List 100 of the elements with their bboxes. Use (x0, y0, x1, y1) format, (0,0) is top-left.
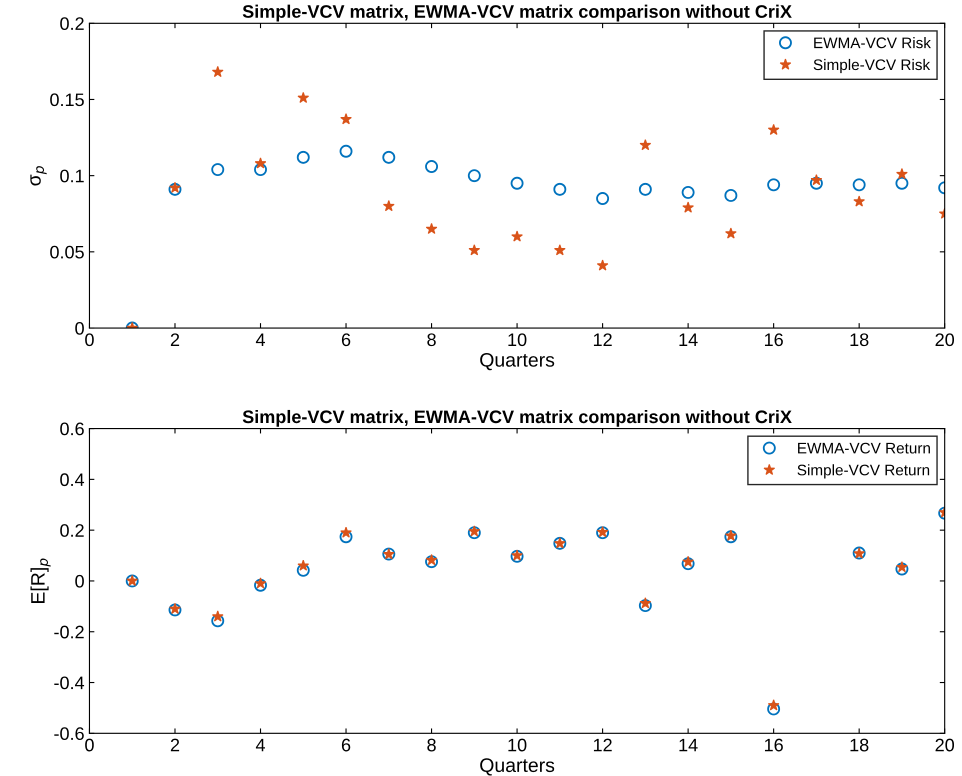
x-tick-label: 8 (427, 333, 436, 346)
y-tick-label: 0.1 (60, 170, 84, 182)
point (425, 555, 438, 568)
point (768, 124, 780, 135)
point (254, 157, 266, 169)
x-tick-label: 0 (85, 738, 94, 752)
point (510, 176, 524, 190)
point (340, 144, 352, 158)
legend-label: Simple-VCV Risk (814, 58, 930, 74)
point (767, 178, 780, 192)
point (340, 530, 352, 544)
point (382, 200, 395, 212)
point (168, 182, 182, 196)
point (852, 178, 866, 192)
point (725, 530, 737, 541)
point (297, 560, 310, 571)
x-tick-label: 2 (170, 333, 180, 346)
point (468, 526, 481, 540)
point (382, 150, 396, 164)
y-tick-label: -0.6 (54, 727, 84, 740)
point (553, 182, 566, 196)
point (297, 92, 310, 103)
point (682, 202, 694, 213)
x-tick-label: 4 (256, 738, 265, 752)
point (426, 222, 438, 234)
point (212, 610, 224, 622)
x-tick-label: 16 (764, 333, 783, 346)
x-tick-label: 18 (850, 738, 868, 752)
y-tick-label: 0 (75, 322, 84, 335)
x-tick-label: 4 (256, 334, 265, 346)
point (468, 525, 480, 536)
point (340, 113, 352, 124)
legend-label: Simple-VCV Return (798, 464, 930, 478)
point (254, 163, 267, 176)
y-tick-label: 0.05 (50, 246, 84, 259)
point (640, 139, 652, 150)
point (724, 530, 738, 544)
point (725, 227, 737, 239)
point (254, 577, 266, 589)
y-tick-label: 0.2 (60, 17, 84, 30)
point (425, 160, 438, 173)
point (296, 150, 310, 164)
x-tick-label: 20 (936, 738, 954, 752)
point (638, 599, 652, 612)
point (638, 182, 652, 196)
y-tick-label: 0.4 (60, 473, 84, 486)
point (810, 176, 823, 190)
x-tick-label: 6 (342, 333, 350, 346)
y-tick-label: 0.6 (60, 422, 84, 436)
point (896, 561, 908, 572)
y-tick-label: -0.4 (54, 676, 84, 690)
x-tick-label: 0 (85, 333, 94, 346)
point (168, 603, 182, 616)
point (596, 192, 610, 205)
point (596, 259, 608, 271)
point (211, 614, 224, 628)
y-tick-label: 0 (75, 574, 84, 588)
x-tick-label: 20 (936, 333, 954, 346)
point (895, 176, 908, 190)
x-axis-title: Quarters (480, 758, 554, 776)
point (554, 244, 566, 256)
point (468, 244, 480, 256)
y-tick-label: 0.15 (50, 93, 84, 106)
point (254, 578, 267, 592)
point (682, 557, 695, 570)
point (468, 169, 481, 182)
point (340, 526, 352, 538)
point (511, 230, 523, 242)
x-tick-label: 18 (850, 333, 868, 346)
y-tick-label: 0.2 (60, 524, 84, 537)
legend-label: EWMA-VCV Risk (814, 37, 931, 48)
point (724, 188, 738, 202)
point (211, 163, 224, 176)
x-tick-label: 16 (764, 738, 783, 752)
x-tick-label: 10 (508, 333, 526, 346)
point (682, 556, 694, 567)
x-tick-label: 2 (170, 738, 180, 752)
point (853, 195, 865, 207)
x-tick-label: 14 (679, 334, 698, 346)
x-tick-label: 14 (679, 738, 698, 752)
x-axis-title: Quarters (480, 353, 554, 370)
point (426, 554, 438, 566)
point (212, 66, 224, 78)
point (768, 699, 780, 710)
point (896, 168, 908, 180)
chart-title: Simple-VCV matrix, EWMA-VCV matrix comparison without CriX (242, 410, 792, 427)
point (169, 182, 181, 193)
x-tick-label: 10 (508, 738, 526, 752)
point (767, 702, 780, 716)
y-tick-label: -0.2 (54, 626, 84, 638)
x-tick-label: 6 (342, 738, 350, 752)
point (296, 564, 310, 577)
point (682, 186, 695, 199)
x-tick-label: 12 (594, 738, 612, 752)
chart-title: Simple-VCV matrix, EWMA-VCV matrix comparison without CriX (242, 4, 792, 22)
point (169, 602, 181, 614)
point (640, 597, 652, 608)
x-tick-label: 12 (594, 333, 612, 346)
y-axis-title: E[R]$_{p}$ (30, 558, 51, 603)
point (810, 174, 822, 186)
